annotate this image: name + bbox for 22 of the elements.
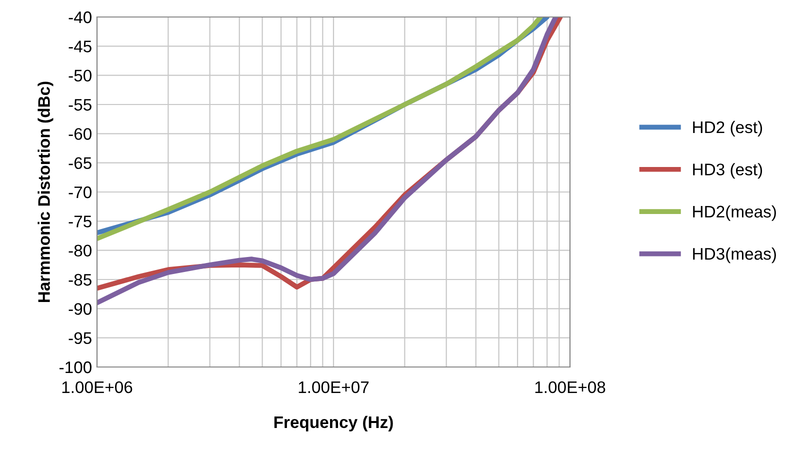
y-tick-label: -70 xyxy=(68,186,92,198)
y-tick-label: -100 xyxy=(60,361,92,374)
y-tick-label: -65 xyxy=(68,157,92,170)
y-tick-label: -85 xyxy=(68,274,92,286)
x-tick-label: 1.00E+08 xyxy=(535,381,606,394)
y-tick-label: -60 xyxy=(68,128,92,140)
y-axis-title: Harmmonic Distortion (dBc) xyxy=(38,82,54,302)
y-tick-label: -45 xyxy=(68,40,92,52)
legend-label: HD3 (est) xyxy=(693,163,762,179)
y-tick-label: -90 xyxy=(68,303,92,315)
y-tick-label: -50 xyxy=(68,70,92,82)
legend-label: HD3(meas) xyxy=(693,248,776,264)
x-axis-title: Frequency (Hz) xyxy=(274,416,393,432)
legend-label: HD2(meas) xyxy=(693,205,776,221)
y-tick-label: -95 xyxy=(68,332,92,344)
y-tick-label: -75 xyxy=(68,216,92,228)
y-tick-label: -55 xyxy=(68,99,92,111)
y-tick-label: -80 xyxy=(68,244,92,257)
x-tick-label: 1.00E+06 xyxy=(62,381,132,394)
legend-label: HD2 (est) xyxy=(693,120,762,136)
y-tick-label: -40 xyxy=(68,11,92,24)
x-tick-label: 1.00E+07 xyxy=(298,381,369,394)
